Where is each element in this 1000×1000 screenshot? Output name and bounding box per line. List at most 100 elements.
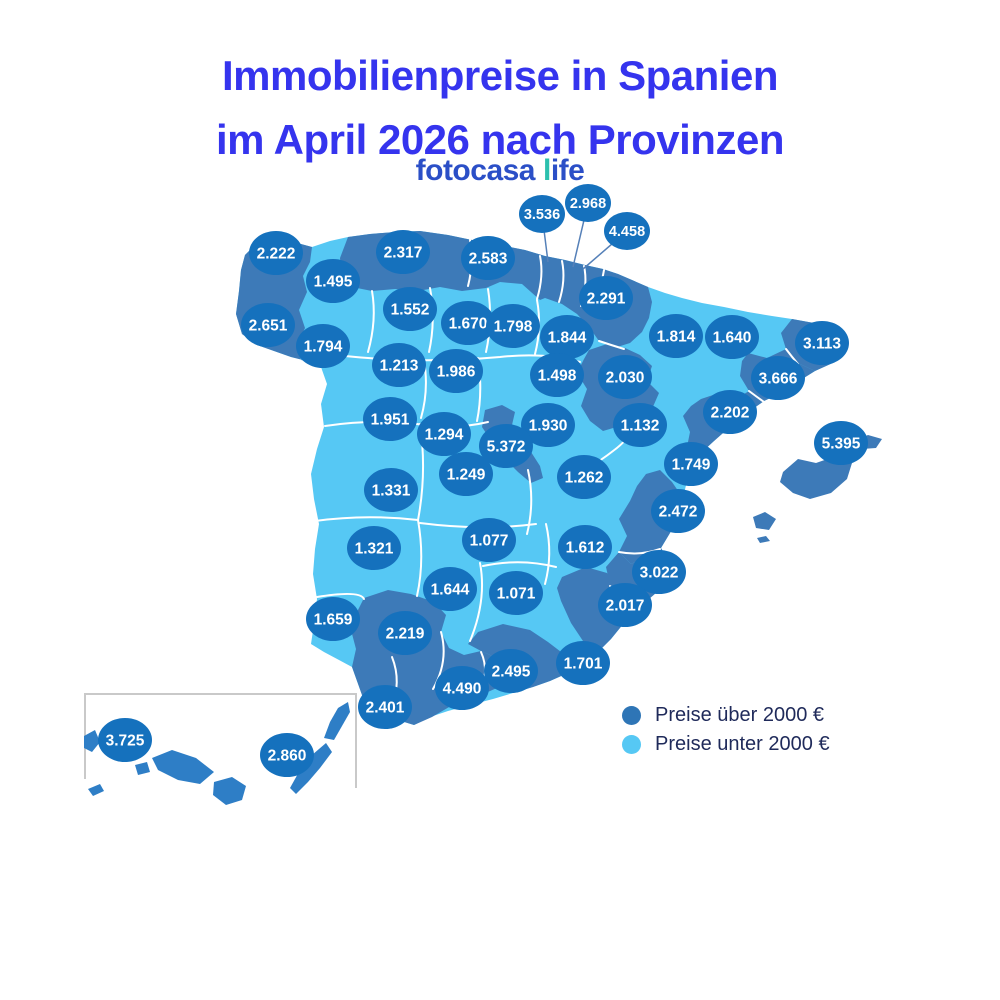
price-badge: 1.612 bbox=[558, 525, 612, 569]
price-badge-circle bbox=[241, 303, 295, 347]
price-badge-value: 1.951 bbox=[371, 412, 410, 429]
price-badge-value: 1.701 bbox=[564, 656, 603, 673]
price-badge-value: 1.294 bbox=[425, 427, 464, 444]
price-badge-circle bbox=[613, 403, 667, 447]
price-badge: 2.495 bbox=[484, 649, 538, 693]
price-badge-value: 2.495 bbox=[492, 664, 531, 681]
region-ibiza bbox=[753, 512, 776, 530]
price-badge: 2.651 bbox=[241, 303, 295, 347]
price-badge: 1.249 bbox=[439, 452, 493, 496]
price-badge-value: 1.986 bbox=[437, 364, 476, 381]
legend-label: Preise unter 2000 € bbox=[655, 733, 830, 755]
price-badge: 4.490 bbox=[435, 666, 489, 710]
price-badge-circle bbox=[435, 666, 489, 710]
price-badge-circle bbox=[649, 314, 703, 358]
price-badge-value: 1.844 bbox=[548, 330, 587, 347]
price-badge-circle bbox=[249, 231, 303, 275]
price-badge-value: 1.321 bbox=[355, 541, 394, 558]
price-badge-circle bbox=[579, 276, 633, 320]
price-badge-value: 2.401 bbox=[366, 700, 405, 717]
price-badge: 1.321 bbox=[347, 526, 401, 570]
price-badge: 1.262 bbox=[557, 455, 611, 499]
price-badge-circle bbox=[705, 315, 759, 359]
price-badge: 2.583 bbox=[461, 236, 515, 280]
price-badge-value: 2.651 bbox=[249, 318, 288, 335]
price-badge-value: 3.536 bbox=[524, 207, 560, 223]
price-badge-value: 3.113 bbox=[803, 336, 841, 353]
price-badge-circle bbox=[530, 353, 584, 397]
price-badge-circle bbox=[486, 304, 540, 348]
price-badge: 1.077 bbox=[462, 518, 516, 562]
price-badge: 2.219 bbox=[378, 611, 432, 655]
price-badge-circle bbox=[651, 489, 705, 533]
price-badge-circle bbox=[306, 259, 360, 303]
logo-brand: fotocasa bbox=[415, 154, 536, 187]
legend: Preise über 2000 € Preise unter 2000 € bbox=[622, 701, 830, 759]
price-badge-value: 2.860 bbox=[268, 748, 307, 765]
price-badge-value: 2.291 bbox=[587, 291, 626, 308]
price-badge-value: 3.666 bbox=[759, 371, 798, 388]
price-badge: 1.814 bbox=[649, 314, 703, 358]
canary-inset bbox=[84, 693, 357, 805]
region-mallorca bbox=[780, 456, 852, 499]
price-badge-circle bbox=[557, 455, 611, 499]
canary-islands bbox=[84, 702, 350, 805]
price-badge: 1.794 bbox=[296, 324, 350, 368]
price-badge-circle bbox=[296, 324, 350, 368]
price-badge-value: 1.794 bbox=[304, 339, 343, 356]
price-badge-circle bbox=[664, 442, 718, 486]
price-badge: 1.294 bbox=[417, 412, 471, 456]
title-line-1: Immobilienpreise in Spanien bbox=[222, 52, 778, 100]
legend-dot-over-2000 bbox=[622, 706, 641, 725]
price-badge: 3.113 bbox=[795, 321, 849, 365]
price-badge-value: 1.498 bbox=[538, 368, 577, 385]
price-badge-circle bbox=[479, 424, 533, 468]
price-badge-value: 5.395 bbox=[822, 436, 861, 453]
price-badge: 2.860 bbox=[260, 733, 314, 777]
price-badge-circle bbox=[598, 355, 652, 399]
title-line-2: im April 2026 nach Provinzen bbox=[216, 116, 784, 164]
legend-item-under-2000: Preise unter 2000 € bbox=[622, 730, 830, 759]
legend-item-over-2000: Preise über 2000 € bbox=[622, 701, 830, 730]
price-badge-circle bbox=[540, 315, 594, 359]
price-badge-circle bbox=[703, 390, 757, 434]
price-badge-circle bbox=[795, 321, 849, 365]
price-badge: 1.495 bbox=[306, 259, 360, 303]
price-badge: 1.132 bbox=[613, 403, 667, 447]
price-badge-value: 1.249 bbox=[447, 467, 486, 484]
price-badge-circle bbox=[347, 526, 401, 570]
price-badge: 2.017 bbox=[598, 583, 652, 627]
price-badge-circle bbox=[751, 356, 805, 400]
price-badge-circle bbox=[461, 236, 515, 280]
price-badge-circle bbox=[556, 641, 610, 685]
price-badge-value: 1.495 bbox=[314, 274, 353, 291]
price-badge-circle bbox=[558, 525, 612, 569]
price-badge: 3.536 bbox=[519, 195, 565, 233]
price-badge-value: 2.317 bbox=[384, 245, 423, 262]
price-badge-circle bbox=[814, 421, 868, 465]
price-badge: 5.372 bbox=[479, 424, 533, 468]
price-badge-circle bbox=[423, 567, 477, 611]
price-badge-value: 1.814 bbox=[657, 329, 696, 346]
price-badge-value: 1.798 bbox=[494, 319, 533, 336]
price-badge-value: 2.472 bbox=[659, 504, 698, 521]
price-badge-value: 1.670 bbox=[449, 316, 488, 333]
price-badge-circle bbox=[439, 452, 493, 496]
price-badge: 2.202 bbox=[703, 390, 757, 434]
price-badge: 1.213 bbox=[372, 343, 426, 387]
price-badge-value: 4.490 bbox=[443, 681, 482, 698]
price-badge-circle bbox=[429, 349, 483, 393]
price-badge-circle bbox=[489, 571, 543, 615]
price-badge-circle bbox=[598, 583, 652, 627]
price-badge-value: 2.219 bbox=[386, 626, 425, 643]
price-badge-circle bbox=[376, 230, 430, 274]
price-badge-value: 2.222 bbox=[257, 246, 296, 263]
price-badge-value: 2.030 bbox=[606, 370, 645, 387]
price-badge: 2.472 bbox=[651, 489, 705, 533]
price-badge: 1.670 bbox=[441, 301, 495, 345]
price-badge: 1.844 bbox=[540, 315, 594, 359]
price-badge-circle bbox=[363, 397, 417, 441]
price-badge-circle bbox=[519, 195, 565, 233]
price-badge-circle bbox=[372, 343, 426, 387]
